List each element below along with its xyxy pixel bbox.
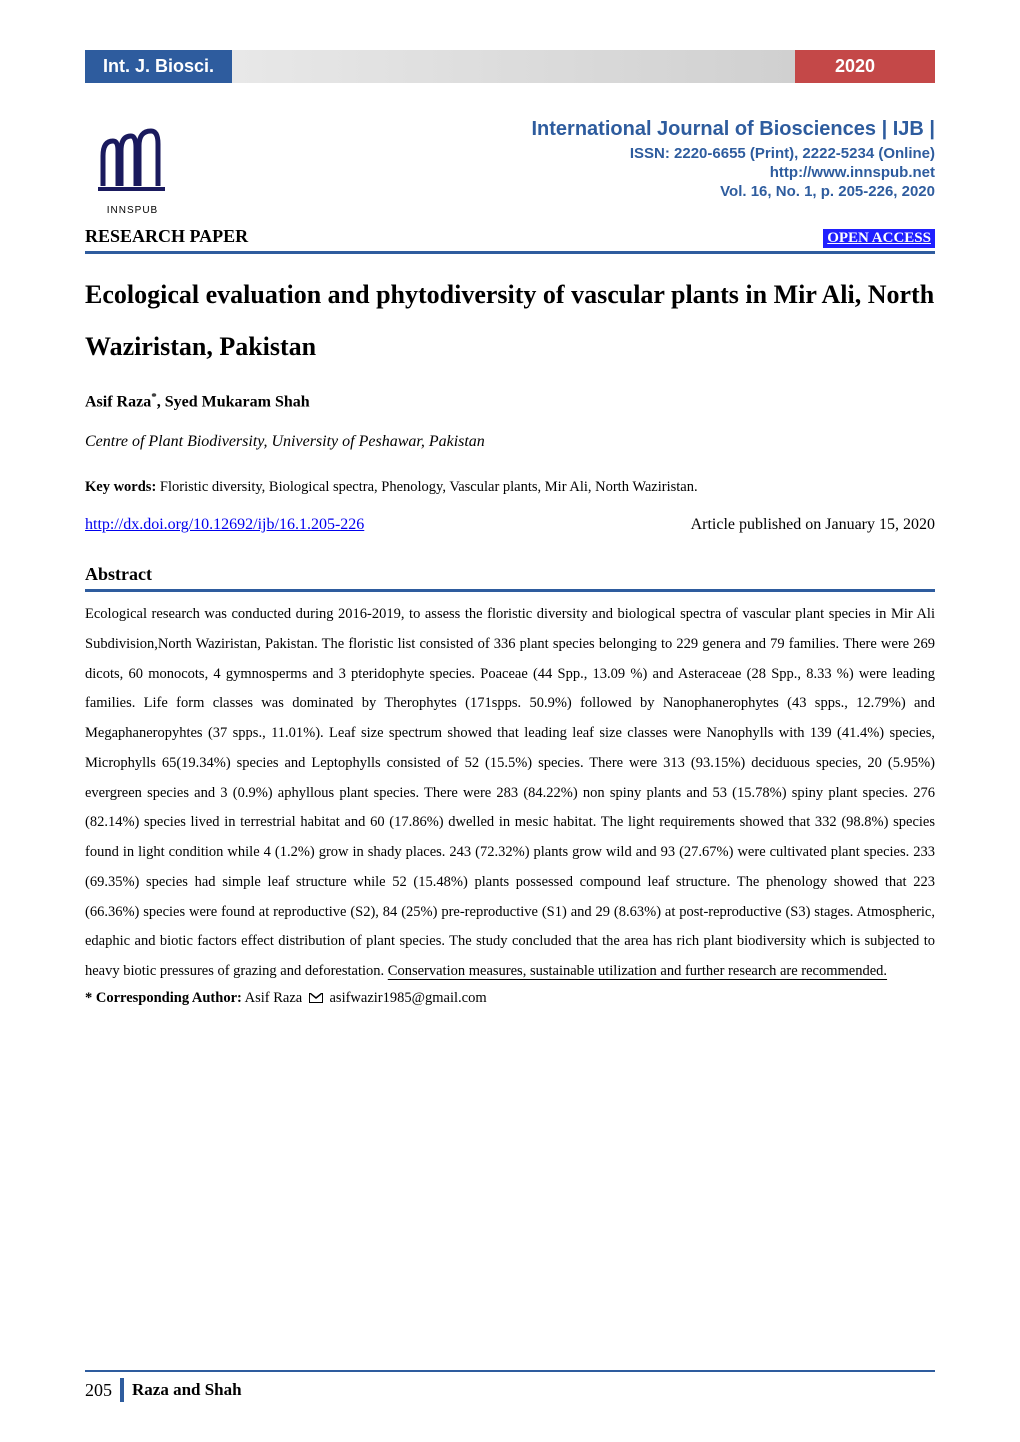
journal-url[interactable]: http://www.innspub.net: [205, 164, 935, 181]
abstract-heading: Abstract: [85, 564, 935, 592]
paper-type-row: RESEARCH PAPER OPEN ACCESS: [85, 226, 935, 254]
logo-text: INNSPUB: [85, 205, 180, 216]
abstract-body: Ecological research was conducted during…: [85, 600, 935, 986]
journal-info: International Journal of Biosciences | I…: [205, 118, 935, 200]
footer-divider-icon: [120, 1378, 124, 1402]
corresponding-label: * Corresponding Author:: [85, 990, 242, 1006]
banner-journal-abbrev: Int. J. Biosci.: [85, 50, 232, 83]
banner-year: 2020: [795, 50, 935, 83]
journal-volume: Vol. 16, No. 1, p. 205-226, 2020: [205, 183, 935, 200]
keywords-line: Key words: Floristic diversity, Biologic…: [85, 479, 935, 496]
footer-content: 205 Raza and Shah: [85, 1378, 935, 1402]
affiliation: Centre of Plant Biodiversity, University…: [85, 433, 935, 451]
abstract-last-line: Conservation measures, sustainable utili…: [388, 963, 887, 979]
footer-authors: Raza and Shah: [132, 1380, 242, 1400]
innspub-logo-icon: [85, 118, 180, 203]
open-access-badge: OPEN ACCESS: [823, 229, 935, 248]
header-section: INNSPUB International Journal of Bioscie…: [85, 118, 935, 216]
publication-date: Article published on January 15, 2020: [691, 516, 935, 534]
corresponding-name: Asif Raza: [242, 990, 306, 1006]
page-footer: 205 Raza and Shah: [85, 1370, 935, 1402]
journal-issn: ISSN: 2220-6655 (Print), 2222-5234 (Onli…: [205, 145, 935, 162]
article-title: Ecological evaluation and phytodiversity…: [85, 269, 935, 373]
top-banner: Int. J. Biosci. 2020: [85, 50, 935, 83]
corresponding-author-line: * Corresponding Author: Asif Raza asifwa…: [85, 990, 935, 1007]
keywords-label: Key words:: [85, 479, 156, 495]
authors: Asif Raza*, Syed Mukaram Shah: [85, 391, 935, 411]
banner-spacer: [232, 50, 795, 83]
corresponding-email: asifwazir1985@gmail.com: [326, 990, 487, 1006]
footer-rule: [85, 1370, 935, 1372]
doi-link[interactable]: http://dx.doi.org/10.12692/ijb/16.1.205-…: [85, 516, 364, 534]
keywords-text: Floristic diversity, Biological spectra,…: [156, 479, 697, 495]
abstract-main-text: Ecological research was conducted during…: [85, 606, 935, 979]
page-number: 205: [85, 1380, 112, 1401]
paper-type-label: RESEARCH PAPER: [85, 226, 248, 247]
logo-block: INNSPUB: [85, 118, 180, 216]
doi-row: http://dx.doi.org/10.12692/ijb/16.1.205-…: [85, 516, 935, 534]
journal-title: International Journal of Biosciences | I…: [205, 118, 935, 141]
envelope-icon: [309, 993, 323, 1003]
